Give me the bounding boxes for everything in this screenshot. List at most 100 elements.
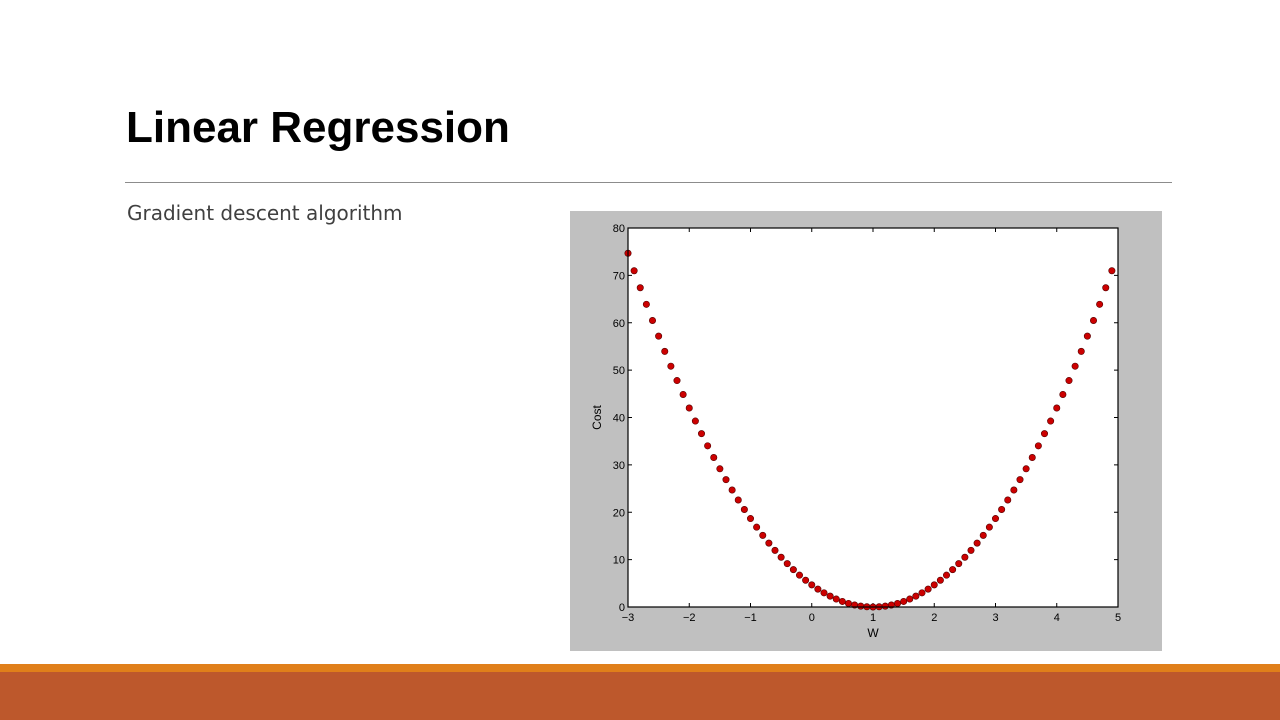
data-point (747, 515, 755, 523)
x-tick-label: 0 (809, 612, 815, 624)
data-point (636, 284, 644, 292)
x-tick-label: 3 (992, 612, 998, 624)
data-point (661, 347, 669, 355)
x-tick-label: 2 (931, 612, 937, 624)
data-point (685, 404, 693, 412)
data-point (979, 531, 987, 539)
data-point (1010, 486, 1018, 494)
data-point (679, 390, 687, 398)
data-point (844, 599, 852, 607)
data-point (1034, 442, 1042, 450)
data-point (893, 599, 901, 607)
title-divider (125, 182, 1172, 183)
data-point (1047, 417, 1055, 425)
slide-title: Linear Regression (126, 103, 510, 152)
data-point (722, 476, 730, 484)
data-point (1004, 496, 1012, 504)
data-point (808, 581, 816, 589)
data-point (1022, 465, 1030, 473)
data-point (985, 523, 993, 531)
data-point (991, 515, 999, 523)
plot-area (628, 228, 1118, 607)
data-point (698, 430, 706, 438)
y-tick-label: 0 (619, 602, 625, 614)
x-axis-label: W (867, 626, 879, 640)
data-point (838, 597, 846, 605)
y-tick-label: 20 (613, 507, 625, 519)
y-tick-label: 70 (613, 270, 625, 282)
data-point (667, 362, 675, 370)
x-tick-label: −1 (744, 612, 757, 624)
data-point (783, 560, 791, 568)
data-point (630, 267, 638, 275)
data-point (912, 592, 920, 600)
data-point (753, 523, 761, 531)
data-point (906, 595, 914, 603)
x-tick-label: 1 (870, 612, 876, 624)
data-point (704, 442, 712, 450)
y-tick-label: 40 (613, 413, 625, 425)
data-point (765, 539, 773, 547)
x-tick-label: 4 (1054, 612, 1060, 624)
data-point (1065, 377, 1073, 385)
cost-chart-figure: −3 −2 −1 0 1 2 3 4 5 0 10 20 30 40 50 60 70 80 W Cost (570, 211, 1162, 651)
data-point (881, 602, 889, 610)
data-point (1040, 430, 1048, 438)
data-point (998, 506, 1006, 514)
data-point (740, 506, 748, 514)
data-point (802, 576, 810, 584)
data-point (691, 417, 699, 425)
y-tick-label: 60 (613, 318, 625, 330)
data-point (900, 597, 908, 605)
data-point (961, 553, 969, 561)
data-point (728, 486, 736, 494)
data-point (973, 539, 981, 547)
data-point (1108, 267, 1116, 275)
data-point (857, 602, 865, 610)
data-point (771, 546, 779, 554)
data-point (673, 377, 681, 385)
data-point (710, 454, 718, 462)
data-point (832, 595, 840, 603)
data-point (814, 585, 822, 593)
body-text: Gradient descent algorithm (127, 201, 403, 225)
data-point (826, 592, 834, 600)
data-point (1089, 316, 1097, 324)
data-point (1096, 300, 1104, 308)
data-point (1077, 347, 1085, 355)
data-point (936, 576, 944, 584)
data-point (942, 571, 950, 579)
data-point (918, 589, 926, 597)
data-point (1053, 404, 1061, 412)
data-point (1083, 332, 1091, 340)
x-tick-label: 5 (1115, 612, 1121, 624)
data-point (759, 531, 767, 539)
data-point (734, 496, 742, 504)
y-tick-label: 10 (613, 555, 625, 567)
data-point (1016, 476, 1024, 484)
data-point (642, 300, 650, 308)
data-point (1059, 390, 1067, 398)
data-point (777, 553, 785, 561)
x-tick-label: −2 (683, 612, 696, 624)
x-tick-label: −3 (622, 612, 635, 624)
data-point (949, 566, 957, 574)
data-point (796, 571, 804, 579)
data-point (655, 332, 663, 340)
footer-accent-band (0, 664, 1280, 672)
y-axis-label: Cost (590, 405, 604, 430)
data-point (930, 581, 938, 589)
data-point (967, 546, 975, 554)
data-point (955, 560, 963, 568)
data-point (1071, 362, 1079, 370)
y-tick-label: 50 (613, 365, 625, 377)
data-point (649, 316, 657, 324)
axes-frame (627, 227, 1119, 608)
y-tick-label: 80 (613, 223, 625, 235)
data-point (924, 585, 932, 593)
footer-band (0, 672, 1280, 720)
y-tick-label: 30 (613, 460, 625, 472)
data-point (1028, 454, 1036, 462)
